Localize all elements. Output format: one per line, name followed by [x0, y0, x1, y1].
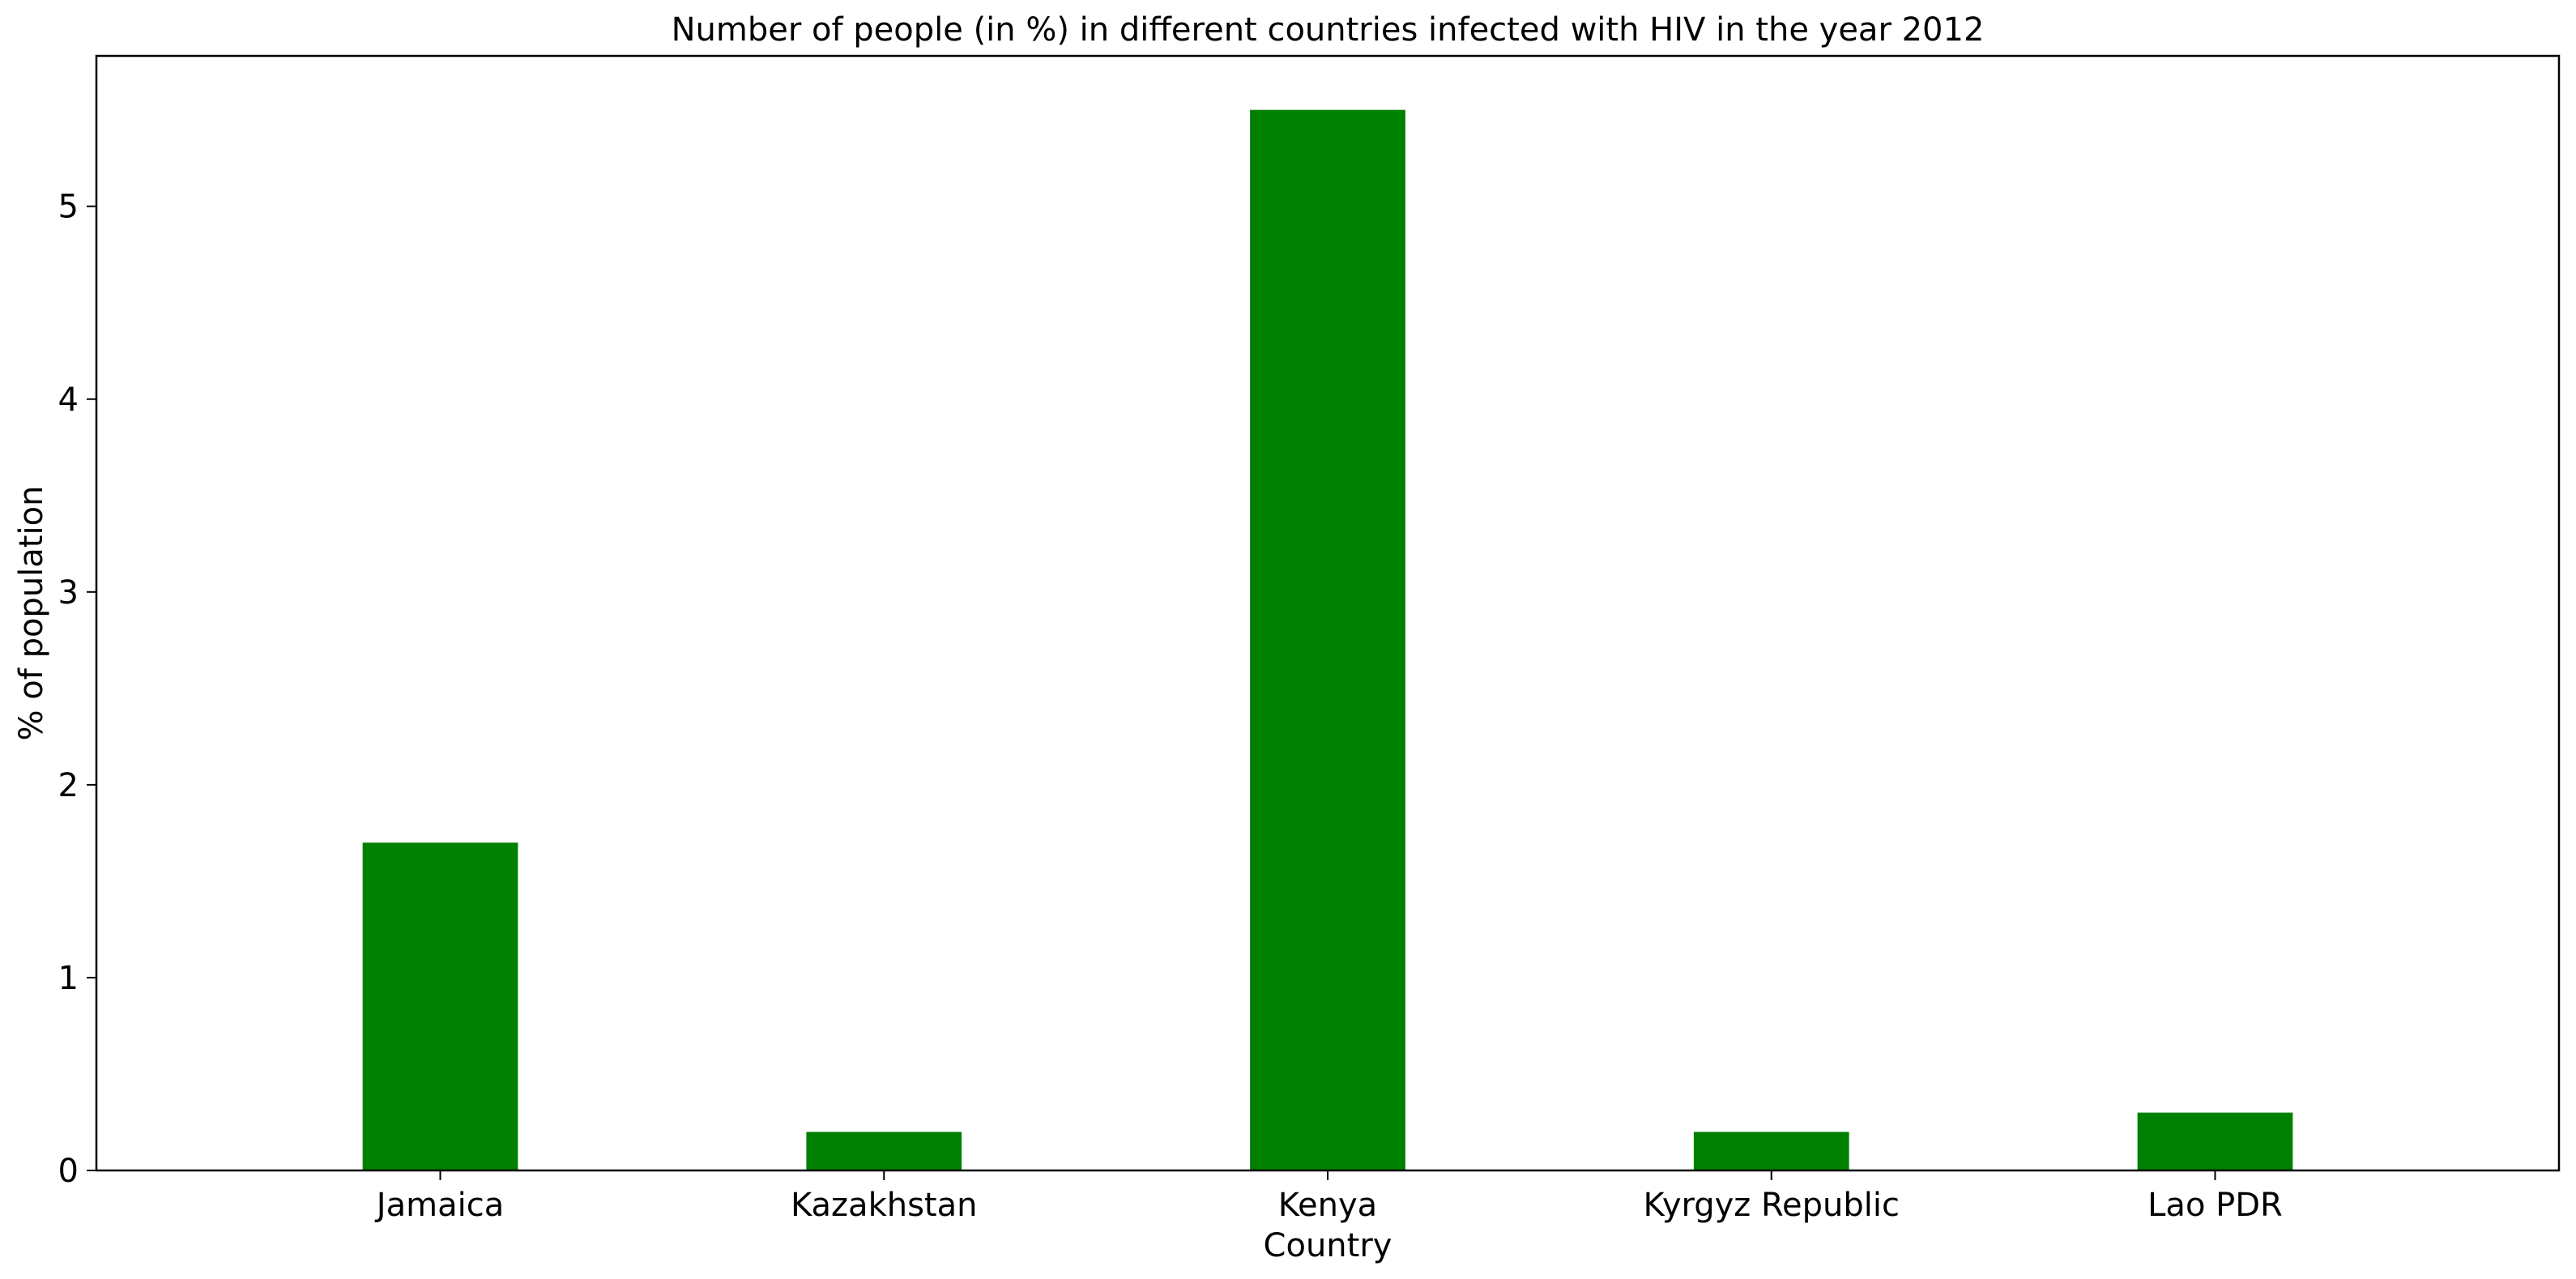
- bar-jamaica: [362, 842, 518, 1170]
- y-tick-label: 2: [58, 767, 79, 804]
- x-tick-label: Kyrgyz Republic: [1644, 1187, 1900, 1224]
- y-axis: 0 1 2 3 4 5: [58, 189, 96, 1190]
- x-axis: Jamaica Kazakhstan Kenya Kyrgyz Republic Lao…: [374, 1170, 2283, 1224]
- y-tick-label: 3: [58, 574, 79, 612]
- bar-lao-pdr: [2137, 1112, 2293, 1170]
- x-axis-label: Country: [1264, 1227, 1392, 1264]
- plot-frame: [95, 54, 2561, 1172]
- x-tick-label: Kazakhstan: [791, 1187, 977, 1224]
- y-tick-label: 0: [58, 1153, 79, 1190]
- bar-kazakhstan: [806, 1132, 962, 1170]
- chart-title: Number of people (in %) in different cou…: [672, 11, 1985, 49]
- x-tick-label: Kenya: [1278, 1187, 1377, 1224]
- bar-kenya: [1250, 109, 1405, 1170]
- x-tick-label: Lao PDR: [2147, 1187, 2283, 1224]
- bar-kyrgyz-republic: [1693, 1132, 1849, 1170]
- x-tick-label: Jamaica: [374, 1187, 504, 1224]
- bars-layer: [362, 109, 2293, 1170]
- y-tick-label: 5: [58, 189, 79, 226]
- y-tick-label: 1: [58, 960, 79, 997]
- y-tick-label: 4: [58, 382, 79, 419]
- y-axis-label: % of population: [13, 486, 50, 741]
